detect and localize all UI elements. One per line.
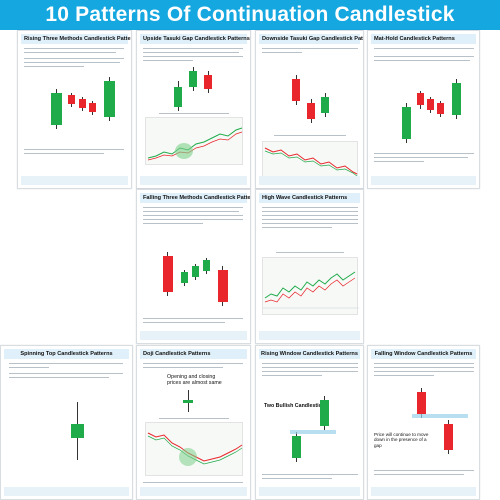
card-high-wave: High Wave Candlestick Patterns [255, 189, 364, 344]
card-title: Downside Tasuki Gap Candlestick Patterns [259, 34, 363, 44]
card-title: High Wave Candlestick Patterns [259, 193, 360, 203]
card-doji: Doji Candlestick Patterns Opening and cl… [136, 345, 251, 500]
card-title: Falling Window Candlestick Patterns [371, 349, 476, 359]
rising-window-callout: Two Bullish Candlesticks [264, 403, 328, 409]
card-rising-window: Rising Window Candlestick Patterns Two B… [255, 345, 364, 500]
falling-window-callout: Price will continue to move down in the … [374, 432, 429, 448]
title-banner: 10 Patterns Of Continuation Candlestick [0, 0, 500, 30]
card-title: Falling Three Methods Candlestick Patter… [140, 193, 250, 203]
card-title: Doji Candlestick Patterns [140, 349, 247, 359]
chart-svg [147, 432, 243, 466]
price-chart [262, 141, 358, 177]
card-rising-three-methods: Rising Three Methods Candlestick Pattern… [17, 30, 132, 189]
chart-svg [264, 147, 358, 177]
doji-callout: Opening and closing prices are almost sa… [167, 374, 222, 387]
card-falling-three-methods: Falling Three Methods Candlestick Patter… [136, 189, 251, 344]
price-chart [145, 117, 243, 165]
card-title: Spinning Top Candlestick Patterns [4, 349, 129, 359]
poster-title: 10 Patterns Of Continuation Candlestick [45, 3, 455, 26]
price-chart [262, 257, 359, 315]
card-title: Rising Window Candlestick Patterns [259, 349, 360, 359]
card-title: Upside Tasuki Gap Candlestick Patterns [140, 34, 250, 44]
chart-svg [263, 271, 359, 309]
card-title: Mat-Hold Candlestick Patterns [371, 34, 476, 44]
price-chart [145, 422, 243, 476]
chart-svg [147, 127, 243, 161]
card-upside-tasuki-gap: Upside Tasuki Gap Candlestick Patterns [136, 30, 251, 189]
card-mat-hold: Mat-Hold Candlestick Patterns [367, 30, 480, 189]
card-downside-tasuki-gap: Downside Tasuki Gap Candlestick Patterns [255, 30, 364, 189]
card-spinning-top: Spinning Top Candlestick Patterns [0, 345, 133, 500]
card-falling-window: Falling Window Candlestick Patterns Pric… [367, 345, 480, 500]
card-title: Rising Three Methods Candlestick Pattern… [21, 34, 131, 44]
